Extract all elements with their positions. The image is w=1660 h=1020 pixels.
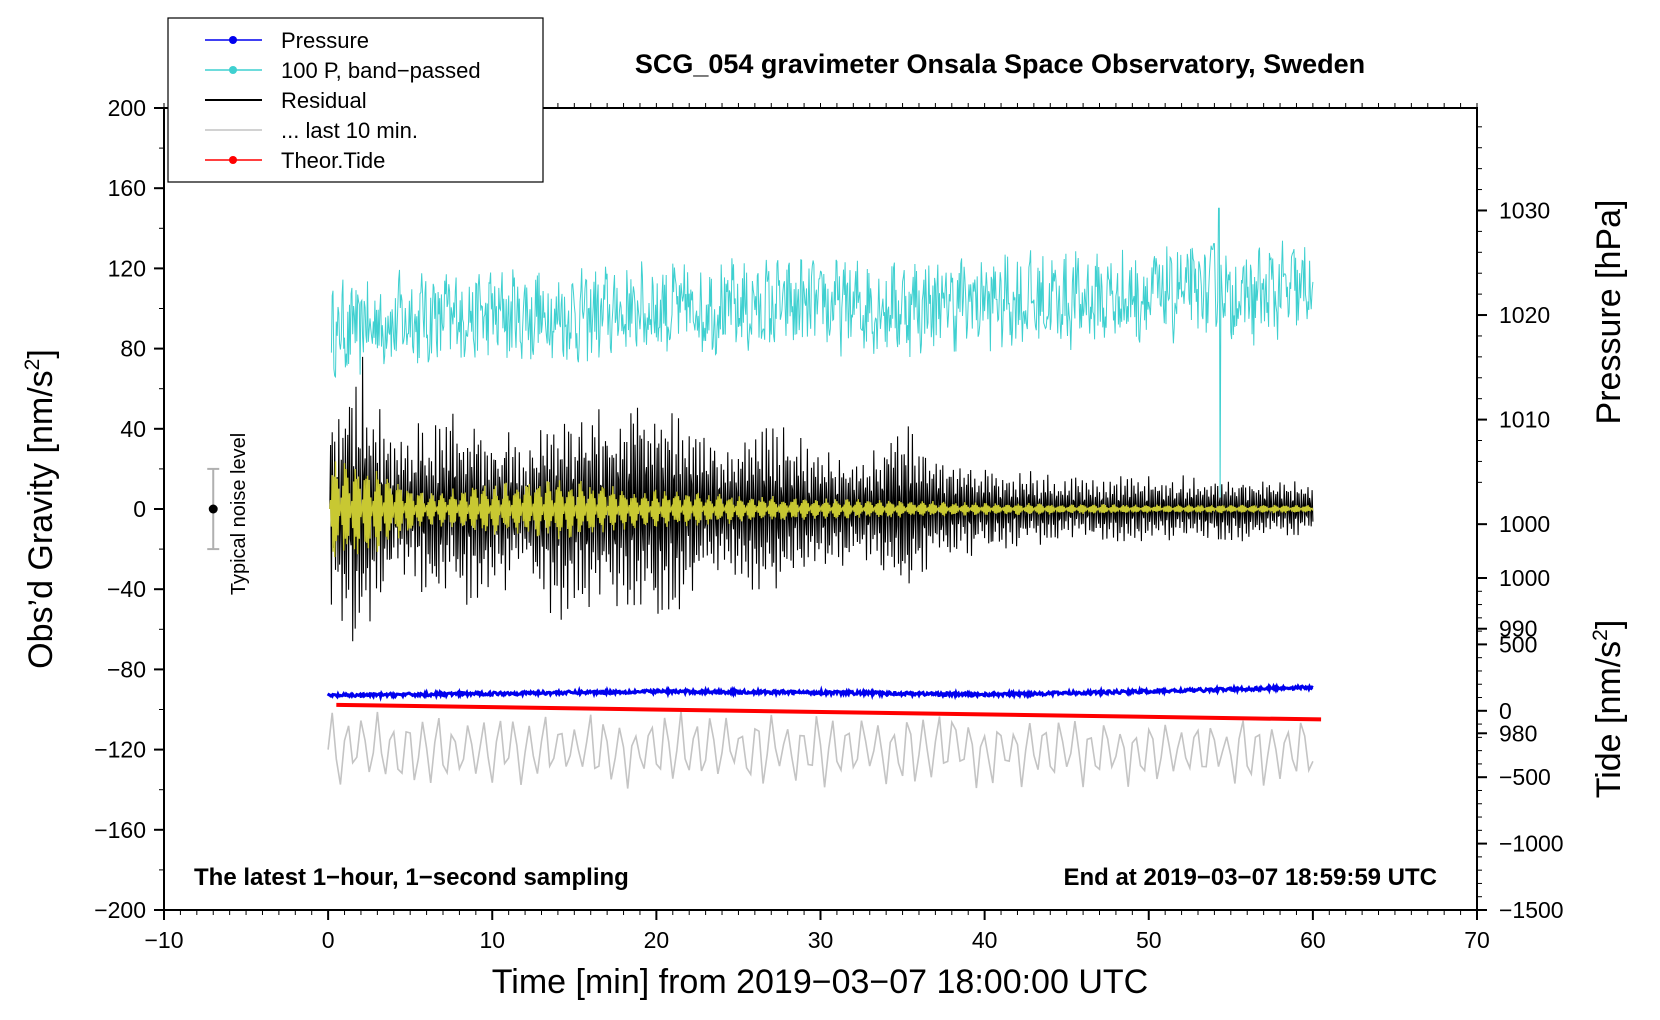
x-tick-label: 0 [322,927,335,953]
yellow-filtered-series [329,461,1314,558]
y-tick-label: −80 [107,656,146,682]
tide-tick-label: 0 [1499,698,1512,724]
noise-label: Typical noise level [228,433,250,595]
pressure-tick-label: 1000 [1499,511,1550,537]
band-passed-line [330,207,1314,500]
band-passed-series [330,207,1314,500]
residual-line [329,356,1314,642]
x-tick-label: −10 [144,927,183,953]
annotation-right: End at 2019−03−07 18:59:59 UTC [1063,864,1437,891]
y-tick-label: −120 [94,737,146,763]
pressure-tick-label: 1030 [1499,197,1550,223]
pressure-tick-label: 980 [1499,720,1537,746]
x-tick-label: 60 [1300,927,1326,953]
noise-level-indicator: Typical noise level [207,433,250,595]
y-axis-left-label: Obs’d Gravity [nm/s2] [21,349,60,669]
y-axis-pressure: 980 990 1000 1010 1020 1030 [1477,197,1550,746]
y-axis-tide: −1500 −1000 −500 0 500 1000 [1477,565,1564,923]
tide-line [336,702,1322,722]
yellow-filtered-line [329,461,1314,558]
y-tick-label: 200 [108,95,146,121]
x-tick-label: 40 [972,927,998,953]
pressure-tick-label: 990 [1499,616,1537,642]
tide-tick-label: −1500 [1499,897,1564,923]
legend-marker [229,66,237,74]
y-axis-pressure-label: Pressure [hPa] [1590,200,1628,425]
last-10-min-series [327,710,1314,789]
tide-tick-label: 500 [1499,631,1537,657]
pressure-series [326,682,1314,702]
y-tick-label: 120 [108,255,146,281]
x-axis: −10 0 10 20 30 40 50 60 70 [144,910,1490,953]
y-tick-label: 40 [120,416,146,442]
legend-marker [229,36,237,44]
annotation-left: The latest 1−hour, 1−second sampling [194,864,629,891]
y-axis-gravity: −200 −160 −120 −80 −40 0 40 80 120 160 200 [94,95,164,923]
legend-label: 100 P, band−passed [281,58,481,83]
y-tick-label: 80 [120,336,146,362]
legend-label: Residual [281,88,367,113]
residual-series [329,356,1314,642]
tide-series [336,702,1322,722]
legend-marker [229,156,237,164]
y-axis-tide-label: Tide [nm/s2] [1589,620,1628,799]
last-10-min-line [327,710,1314,789]
noise-dot [208,504,218,514]
y-tick-label: 0 [133,496,146,522]
y-tick-label: −160 [94,817,146,843]
y-tick-label: −200 [94,897,146,923]
x-tick-label: 10 [479,927,505,953]
tide-tick-label: −1000 [1499,831,1564,857]
legend-label: ... last 10 min. [281,118,418,143]
tide-tick-label: −500 [1499,764,1551,790]
pressure-tick-label: 1020 [1499,302,1550,328]
x-tick-label: 50 [1136,927,1162,953]
legend: Pressure 100 P, band−passed Residual ... la… [167,17,544,183]
x-axis-label: Time [min] from 2019−03−07 18:00:00 UTC [492,963,1148,1001]
x-tick-label: 70 [1464,927,1490,953]
chart-title: SCG_054 gravimeter Onsala Space Observat… [635,49,1365,79]
tide-tick-label: 1000 [1499,565,1550,591]
x-tick-label: 30 [808,927,834,953]
y-axis-tide-label-sup: 2 [1589,629,1612,641]
pressure-tick-label: 1010 [1499,407,1550,433]
legend-label: Theor.Tide [281,148,385,173]
pressure-line [326,682,1314,702]
x-tick-label: 20 [644,927,670,953]
y-tick-label: −40 [107,576,146,602]
y-tick-label: 160 [108,175,146,201]
y-axis-left-label-sup: 2 [21,359,44,371]
legend-label: Pressure [281,28,369,53]
